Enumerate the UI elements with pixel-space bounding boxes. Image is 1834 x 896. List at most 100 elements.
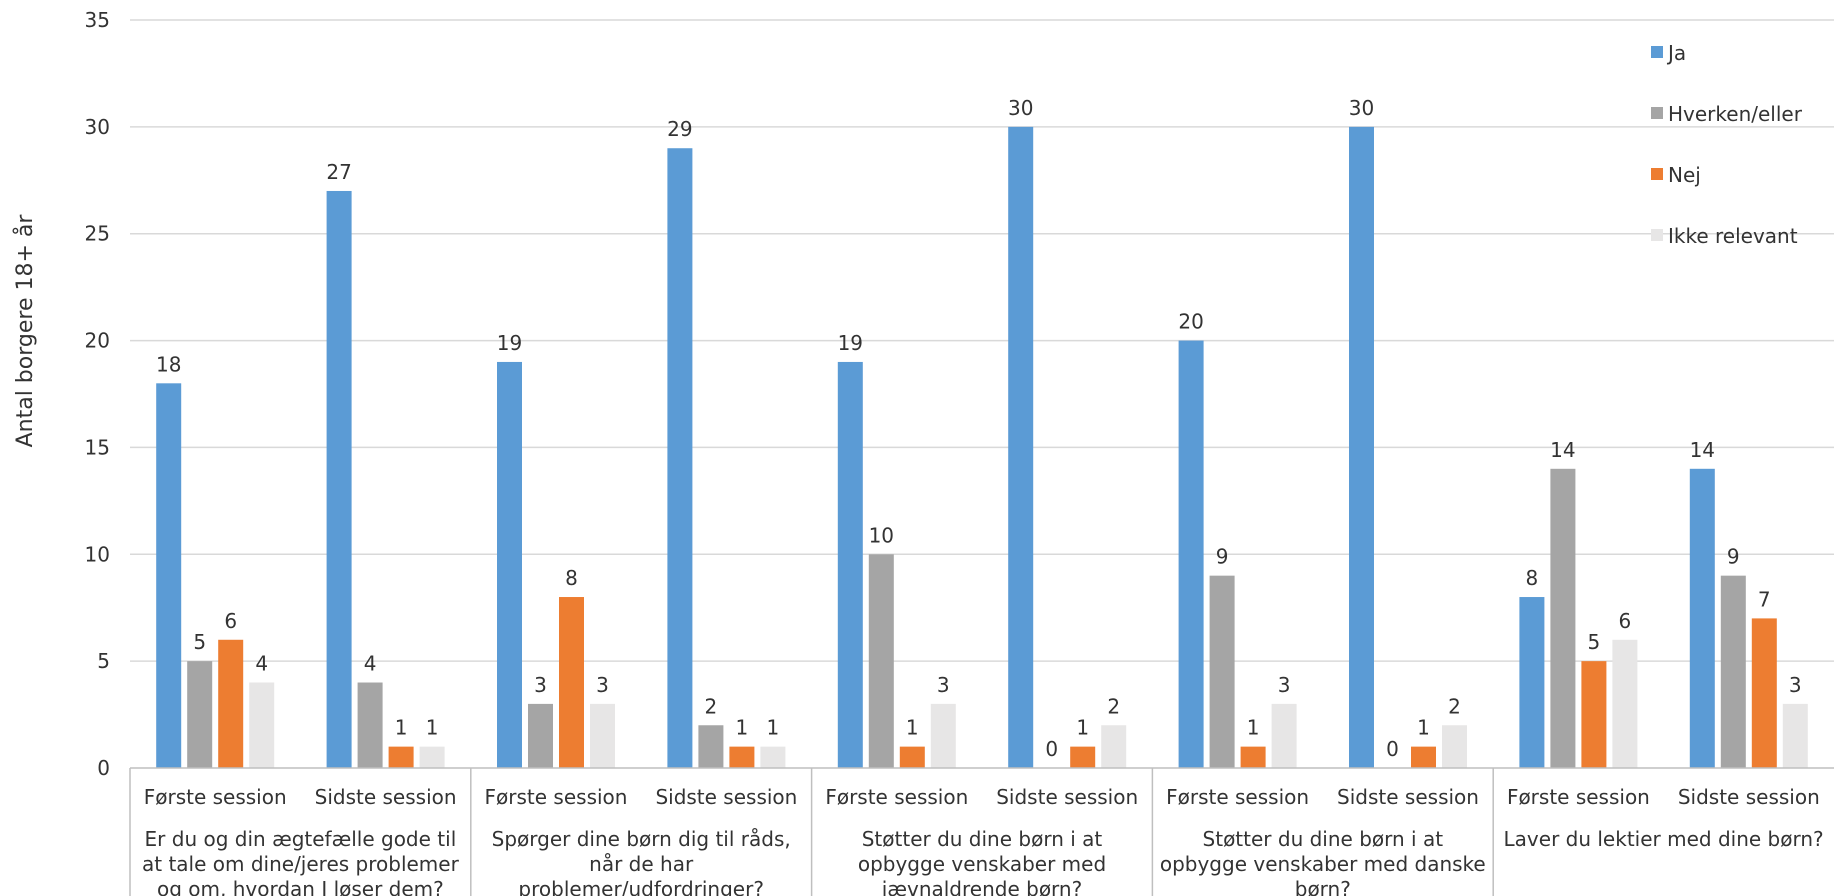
session-label: Første session	[825, 785, 968, 809]
bar	[1101, 725, 1127, 768]
data-label: 1	[736, 716, 749, 740]
data-label: 3	[1789, 673, 1802, 697]
question-label: Støtter du dine børn i at	[1203, 827, 1444, 851]
session-label: Sidste session	[315, 785, 457, 809]
data-label: 1	[767, 716, 780, 740]
data-label: 19	[497, 331, 522, 355]
data-label: 3	[596, 673, 609, 697]
bar	[357, 682, 383, 768]
session-label: Sidste session	[655, 785, 797, 809]
data-label: 6	[1619, 609, 1632, 633]
y-tick-label: 10	[85, 542, 110, 566]
bar	[1720, 575, 1746, 768]
bar	[1519, 597, 1545, 768]
data-label: 30	[1349, 96, 1374, 120]
legend: Ja Hverken/eller Nej Ikke relevant	[1651, 41, 1803, 248]
session-label: Første session	[1166, 785, 1309, 809]
y-axis-label: Antal borgere 18+ år	[12, 214, 38, 448]
question-label: problemer/udfordringer?	[518, 877, 764, 896]
bar	[1612, 639, 1638, 768]
data-label: 2	[705, 694, 718, 718]
data-label: 10	[869, 523, 894, 547]
question-label: Er du og din ægtefælle gode til	[145, 827, 457, 851]
data-label: 8	[565, 566, 578, 590]
data-label: 9	[1727, 545, 1740, 569]
data-label: 3	[534, 673, 547, 697]
data-label: 3	[937, 673, 950, 697]
bar	[1782, 703, 1808, 768]
data-label: 6	[224, 609, 237, 633]
session-label: Første session	[144, 785, 287, 809]
legend-label: Ikke relevant	[1668, 224, 1798, 248]
bar	[1581, 661, 1607, 768]
bar	[1178, 340, 1204, 768]
question-label: at tale om dine/jeres problemer	[142, 852, 460, 876]
bar	[497, 361, 522, 768]
bar	[218, 639, 244, 768]
data-label: 3	[1278, 673, 1291, 697]
data-label: 4	[364, 652, 377, 676]
data-label: 7	[1758, 587, 1771, 611]
y-tick-label: 25	[85, 222, 110, 246]
bar	[868, 554, 894, 768]
bar	[187, 661, 213, 768]
legend-swatch	[1651, 168, 1663, 180]
bar	[156, 383, 182, 768]
legend-label: Ja	[1666, 41, 1686, 65]
data-label: 18	[156, 352, 181, 376]
data-label: 4	[255, 652, 268, 676]
bar	[1751, 618, 1777, 768]
bar	[1550, 468, 1576, 768]
question-label: Støtter du dine børn i at	[862, 827, 1103, 851]
bar	[1271, 703, 1297, 768]
bar	[837, 361, 863, 768]
question-label: jævnaldrende børn?	[881, 877, 1082, 896]
bar	[1411, 746, 1436, 768]
gridlines	[130, 19, 1834, 662]
legend-label: Hverken/eller	[1668, 102, 1803, 126]
data-label: 0	[1386, 737, 1399, 761]
data-label: 2	[1107, 694, 1120, 718]
bar	[528, 703, 553, 768]
bar	[1349, 126, 1374, 769]
question-label: Spørger dine børn dig til råds,	[492, 827, 791, 851]
question-label: når de har	[589, 852, 694, 876]
bar	[388, 746, 414, 768]
question-label: opbygge venskaber med	[858, 852, 1106, 876]
y-tick-label: 35	[85, 8, 110, 32]
data-label: 27	[326, 160, 351, 184]
bar	[1689, 468, 1715, 768]
data-label: 8	[1526, 566, 1539, 590]
data-label: 30	[1008, 96, 1033, 120]
bar	[760, 746, 786, 768]
session-label: Sidste session	[1678, 785, 1820, 809]
data-label: 2	[1448, 694, 1461, 718]
bar	[1240, 746, 1266, 768]
session-label: Sidste session	[1337, 785, 1479, 809]
bar	[729, 746, 755, 768]
legend-label: Nej	[1668, 163, 1701, 187]
y-tick-label: 20	[85, 329, 110, 353]
data-label: 1	[395, 716, 408, 740]
question-label: Laver du lektier med dine børn?	[1504, 827, 1824, 851]
legend-swatch	[1651, 46, 1663, 58]
question-label: børn?	[1295, 877, 1351, 896]
data-label: 1	[1417, 716, 1430, 740]
data-label: 0	[1045, 737, 1058, 761]
legend-swatch	[1651, 107, 1663, 119]
y-tick-label: 15	[85, 435, 110, 459]
question-label: og om, hvordan I løser dem?	[157, 877, 444, 896]
bar	[1008, 126, 1034, 769]
session-label: Første session	[485, 785, 628, 809]
question-label: opbygge venskaber med danske	[1160, 852, 1486, 876]
data-label: 14	[1690, 438, 1715, 462]
data-label: 19	[838, 331, 863, 355]
bar	[1442, 725, 1467, 768]
data-label: 29	[667, 117, 692, 141]
data-label: 1	[1076, 716, 1089, 740]
y-axis-ticks: 0 5 10 15 20 25 30 35	[85, 8, 110, 780]
data-label: 9	[1216, 545, 1229, 569]
data-label: 20	[1178, 310, 1203, 334]
